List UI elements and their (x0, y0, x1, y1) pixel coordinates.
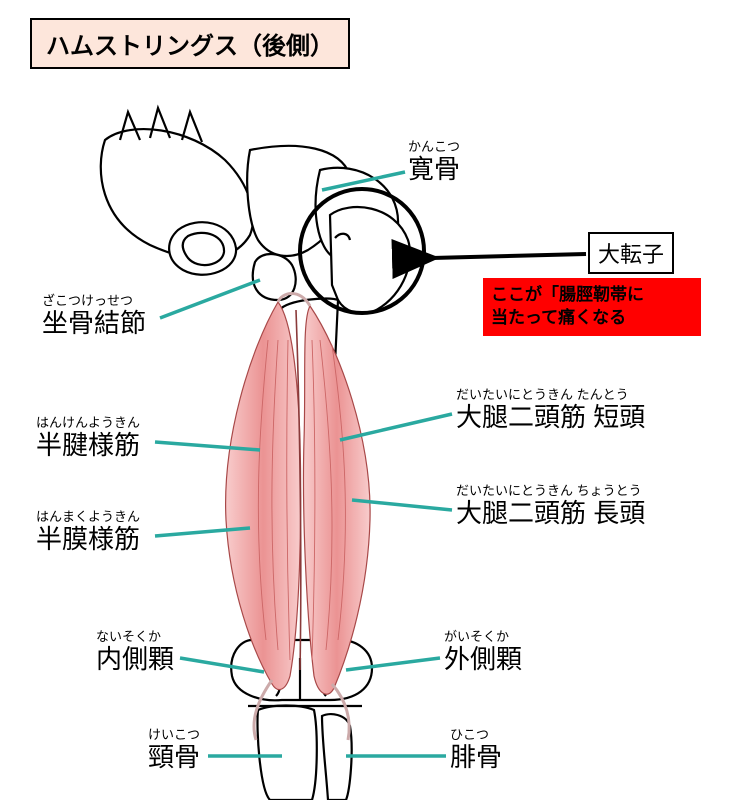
label-hanken-main: 半腱様筋 (36, 431, 140, 461)
diagram-stage: ハムストリングス（後側） 大転子 ここが「腸脛靭帯に 当たって痛くなる かんこつ… (0, 0, 733, 800)
title-text: ハムストリングス（後側） (46, 33, 334, 60)
label-zakotsu-ruby: ざこつけっせつ (42, 294, 146, 309)
lower-leg (248, 706, 362, 800)
label-hikotsu-main: 腓骨 (450, 743, 502, 773)
label-hanken-ruby: はんけんようきん (36, 416, 140, 431)
label-hanmaku-ruby: はんまくようきん (36, 510, 140, 525)
label-naisokuka-ruby: ないそくか (96, 630, 174, 645)
trochanter-label: 大転子 (598, 242, 664, 267)
leader-zakotsu (160, 280, 260, 318)
label-zakotsu-main: 坐骨結節 (42, 309, 146, 339)
label-nitou_cho-main: 大腿二頭筋 長頭 (456, 499, 645, 529)
label-gaisokuka-main: 外側顆 (444, 645, 522, 675)
label-gaisokuka-ruby: がいそくか (444, 630, 522, 645)
label-nitou_cho-ruby: だいたいにとうきん ちょうとう (456, 484, 645, 499)
label-hanmaku: はんまくようきん半膜様筋 (36, 510, 140, 555)
label-nitou_cho: だいたいにとうきん ちょうとう大腿二頭筋 長頭 (456, 484, 645, 529)
warning-text: ここが「腸脛靭帯に 当たって痛くなる (491, 285, 644, 327)
label-kankotsu: かんこつ寛骨 (408, 140, 460, 185)
trochanter-arrow (432, 254, 586, 258)
label-hanmaku-main: 半膜様筋 (36, 525, 140, 555)
label-naisokuka-main: 内側顆 (96, 645, 174, 675)
label-hanken: はんけんようきん半腱様筋 (36, 416, 140, 461)
label-keikotsu-ruby: けいこつ (148, 728, 200, 743)
label-kankotsu-ruby: かんこつ (408, 140, 460, 155)
label-kankotsu-main: 寛骨 (408, 155, 460, 185)
title-box: ハムストリングス（後側） (30, 18, 350, 69)
label-hikotsu-ruby: ひこつ (450, 728, 502, 743)
label-keikotsu-main: 頸骨 (148, 743, 200, 773)
label-naisokuka: ないそくか内側顆 (96, 630, 174, 675)
label-gaisokuka: がいそくか外側顆 (444, 630, 522, 675)
label-hikotsu: ひこつ腓骨 (450, 728, 502, 773)
trochanter-label-box: 大転子 (588, 232, 674, 274)
label-keikotsu: けいこつ頸骨 (148, 728, 200, 773)
warning-box: ここが「腸脛靭帯に 当たって痛くなる (483, 278, 701, 336)
label-nitou_tan-ruby: だいたいにとうきん たんとう (456, 388, 645, 403)
label-nitou_tan-main: 大腿二頭筋 短頭 (456, 403, 645, 433)
label-nitou_tan: だいたいにとうきん たんとう大腿二頭筋 短頭 (456, 388, 645, 433)
label-zakotsu: ざこつけっせつ坐骨結節 (42, 294, 146, 339)
